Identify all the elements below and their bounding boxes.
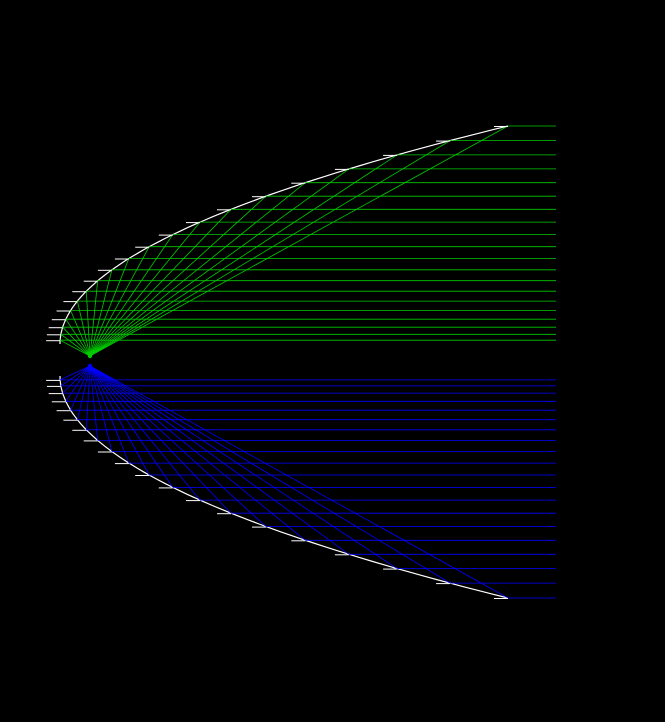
lower-ray-converging bbox=[70, 365, 91, 411]
upper-ray-converging bbox=[89, 234, 174, 357]
lower-ray-converging bbox=[59, 365, 91, 381]
lower-ray-converging bbox=[77, 365, 91, 420]
lower-ray-converging bbox=[89, 365, 150, 476]
upper-ray-converging bbox=[89, 154, 398, 357]
lower-ray-converging bbox=[89, 365, 451, 584]
lower-half-group bbox=[46, 363, 556, 599]
lower-ray-converging bbox=[89, 365, 99, 441]
lower-ray-converging bbox=[60, 365, 91, 387]
upper-ray-converging bbox=[62, 326, 91, 357]
upper-ray-converging bbox=[89, 258, 130, 357]
upper-ray-converging bbox=[89, 140, 451, 357]
upper-ray-converging bbox=[89, 269, 113, 357]
upper-ray-converging bbox=[89, 195, 267, 357]
lower-ray-converging bbox=[65, 365, 91, 402]
upper-ray-converging bbox=[65, 318, 91, 357]
lower-ray-converging bbox=[89, 365, 350, 555]
lower-ray-converging bbox=[89, 365, 232, 514]
upper-half-group bbox=[46, 125, 556, 359]
upper-ray-converging bbox=[89, 246, 150, 357]
upper-ray-converging bbox=[70, 310, 91, 357]
upper-ray-converging bbox=[77, 301, 91, 357]
upper-ray-converging bbox=[59, 339, 91, 357]
upper-ray-converging bbox=[85, 291, 91, 357]
lower-ray-converging bbox=[89, 365, 201, 501]
lower-ray-converging bbox=[89, 365, 113, 452]
upper-ray-converging bbox=[89, 221, 201, 357]
lower-ray-converging bbox=[85, 365, 91, 430]
upper-ray-converging bbox=[89, 168, 350, 357]
lower-focus-point bbox=[87, 363, 93, 369]
lower-ray-converging bbox=[62, 365, 91, 394]
upper-ray-converging bbox=[89, 125, 509, 357]
upper-ray-converging bbox=[60, 333, 91, 357]
lower-ray-converging bbox=[89, 365, 267, 527]
upper-ray-converging bbox=[89, 209, 232, 357]
lower-ray-converging bbox=[89, 365, 398, 569]
upper-ray-converging bbox=[89, 182, 306, 357]
lower-mirror-curve bbox=[59, 375, 509, 599]
upper-ray-converging bbox=[89, 280, 99, 357]
upper-focus-point bbox=[87, 353, 93, 359]
lower-ray-converging bbox=[89, 365, 509, 599]
lower-ray-converging bbox=[89, 365, 306, 541]
lower-ray-converging bbox=[89, 365, 130, 464]
lower-ray-converging bbox=[89, 365, 174, 488]
